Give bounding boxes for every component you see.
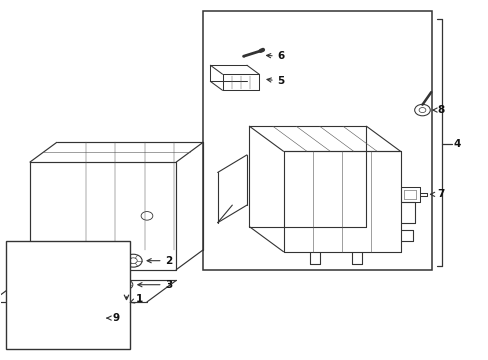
Text: 4: 4 [452, 139, 460, 149]
Text: 2: 2 [147, 256, 172, 266]
Text: 5: 5 [266, 76, 285, 86]
Text: 7: 7 [429, 189, 444, 199]
Text: 8: 8 [432, 105, 444, 115]
Text: 6: 6 [266, 51, 285, 61]
Bar [5, 241, 130, 348]
Text: 3: 3 [138, 280, 172, 290]
Text: 1: 1 [130, 294, 143, 304]
Text: 9: 9 [107, 313, 120, 323]
Bar [203, 12, 431, 270]
